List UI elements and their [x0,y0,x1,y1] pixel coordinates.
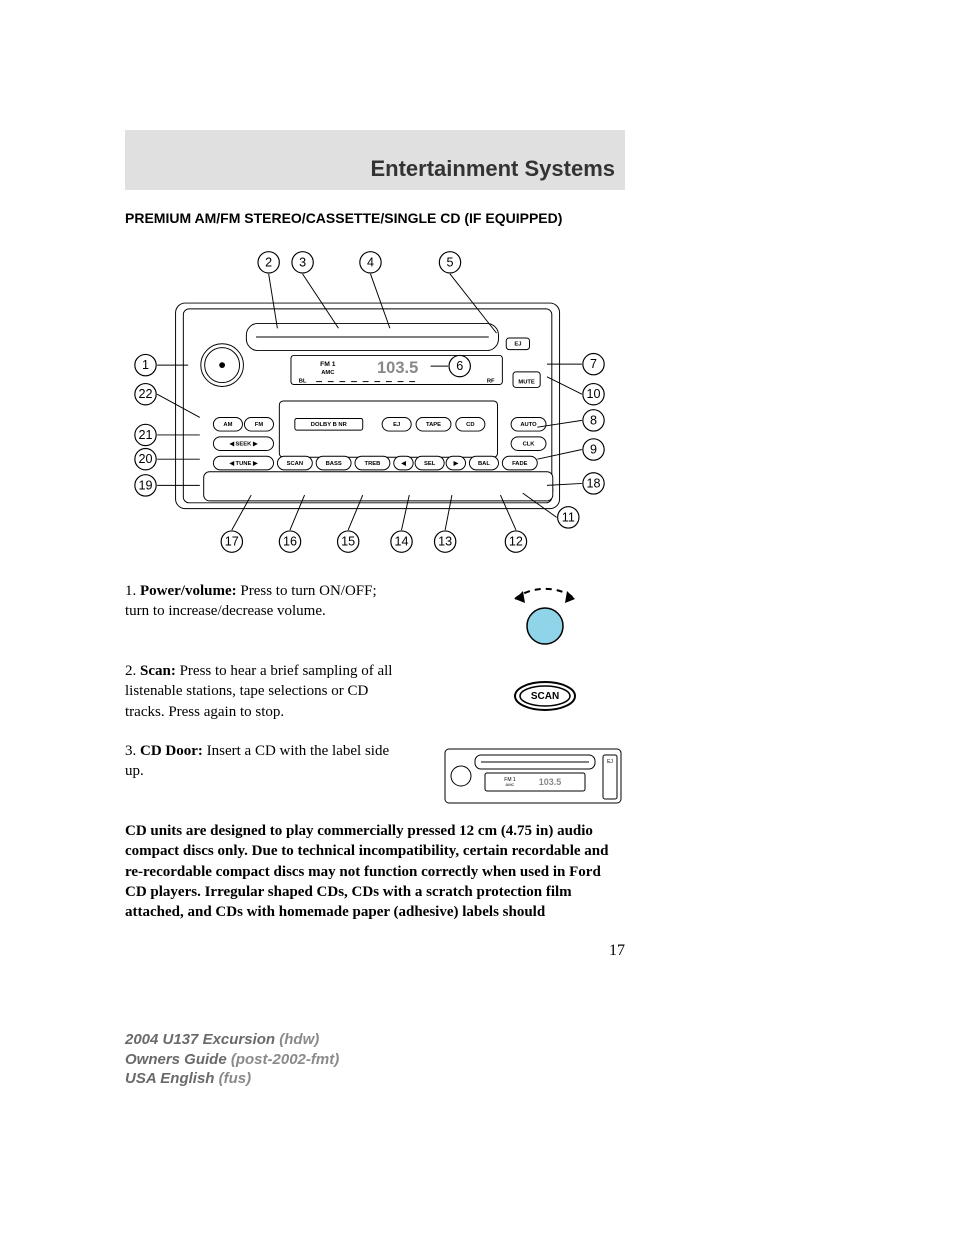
svg-text:10: 10 [587,387,601,401]
power-knob-figure [415,581,625,651]
item-text: 3. CD Door: Insert a CD with the label s… [125,741,400,811]
svg-text:BL: BL [299,379,307,385]
page-title: Entertainment Systems [370,156,615,182]
page-number: 17 [125,942,625,960]
svg-text:AMC: AMC [506,782,515,787]
svg-text:103.5: 103.5 [377,359,418,377]
svg-text:SCAN: SCAN [531,691,559,702]
svg-text:◀ SEEK ▶: ◀ SEEK ▶ [228,441,257,448]
radio-diagram: FM 1 AMC 103.5 BL RF EJ MUTE AM FM EJ TAPE CD AUTO ◀ … [125,241,615,561]
svg-text:20: 20 [139,452,153,466]
scan-button-figure: SCAN [415,661,625,731]
item-text: 2. Scan: Press to hear a brief sampling … [125,661,400,731]
svg-text:EJ: EJ [393,422,400,428]
item-row-2: 2. Scan: Press to hear a brief sampling … [125,661,625,731]
header-bar: Entertainment Systems [125,130,625,190]
svg-text:7: 7 [590,357,597,371]
svg-text:16: 16 [283,535,297,549]
svg-text:9: 9 [590,442,597,456]
svg-text:◀: ◀ [400,460,406,467]
svg-text:SCAN: SCAN [287,461,303,467]
footer: 2004 U137 Excursion (hdw) Owners Guide (… [125,1030,339,1089]
svg-text:AMC: AMC [321,370,335,376]
svg-text:12: 12 [509,535,523,549]
svg-text:19: 19 [139,478,153,492]
svg-text:SEL: SEL [424,461,436,467]
svg-text:6: 6 [456,359,463,373]
svg-text:MUTE: MUTE [518,380,535,386]
svg-text:14: 14 [395,535,409,549]
svg-text:21: 21 [139,428,153,442]
svg-text:DOLBY B NR: DOLBY B NR [311,422,348,428]
svg-text:EJ: EJ [607,759,613,765]
svg-text:BAL: BAL [478,461,490,467]
cd-warning-text: CD units are designed to play commercial… [125,821,625,922]
svg-text:5: 5 [446,255,453,269]
svg-text:CLK: CLK [523,442,536,448]
section-title: PREMIUM AM/FM STEREO/CASSETTE/SINGLE CD … [125,210,625,226]
svg-text:4: 4 [367,255,374,269]
svg-text:◀ TUNE ▶: ◀ TUNE ▶ [228,460,257,467]
svg-text:▶: ▶ [453,460,459,467]
svg-text:TAPE: TAPE [426,422,441,428]
svg-text:17: 17 [225,535,239,549]
svg-text:103.5: 103.5 [539,777,562,787]
item-row-1: 1. Power/volume: Press to turn ON/OFF; t… [125,581,625,651]
item-text: 1. Power/volume: Press to turn ON/OFF; t… [125,581,400,651]
svg-text:AUTO: AUTO [520,422,537,428]
svg-text:2: 2 [265,255,272,269]
svg-text:11: 11 [562,510,575,524]
item-row-3: 3. CD Door: Insert a CD with the label s… [125,741,625,811]
svg-text:8: 8 [590,413,597,427]
svg-text:TREB: TREB [365,461,381,467]
svg-text:EJ: EJ [514,342,521,348]
svg-text:FM: FM [255,422,264,428]
svg-text:AM: AM [223,422,232,428]
svg-text:13: 13 [438,535,452,549]
svg-text:BASS: BASS [326,461,342,467]
cd-unit-figure: FM 1AMC103.5EJ [415,741,625,811]
svg-text:1: 1 [142,358,149,372]
svg-text:15: 15 [341,535,355,549]
svg-text:22: 22 [139,387,153,401]
svg-text:FADE: FADE [512,461,528,467]
svg-text:CD: CD [466,422,474,428]
svg-text:FM 1: FM 1 [320,361,336,368]
svg-text:18: 18 [587,476,601,490]
svg-text:3: 3 [299,255,306,269]
svg-text:RF: RF [487,379,495,385]
